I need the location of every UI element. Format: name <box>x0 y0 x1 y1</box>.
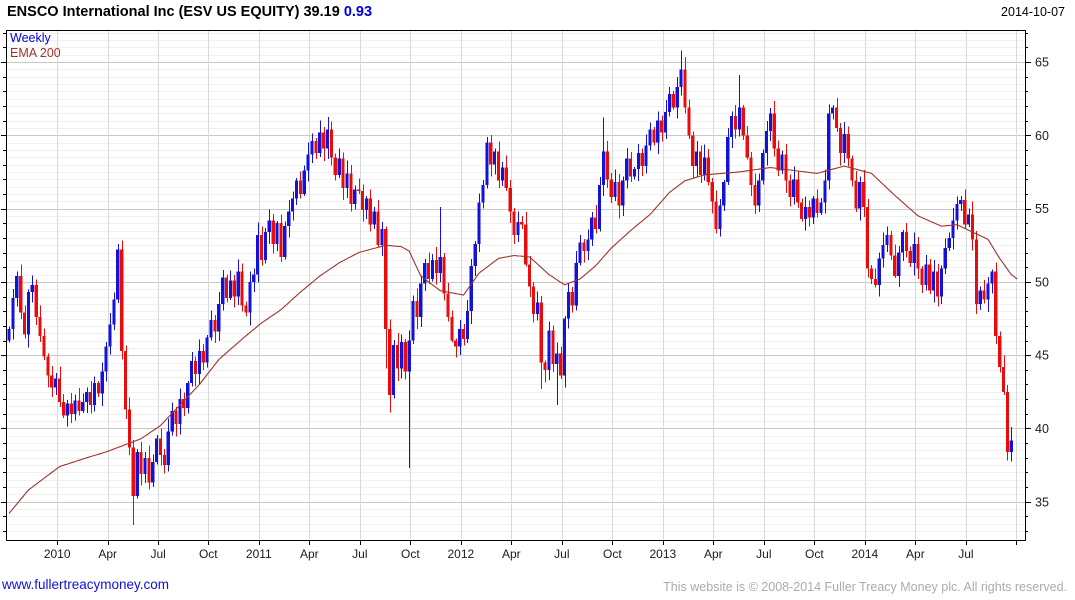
svg-text:50: 50 <box>1035 275 1049 289</box>
svg-text:Oct: Oct <box>805 547 824 561</box>
fullertreacymoney-link[interactable]: www.fullertreacymoney.com <box>2 577 170 592</box>
svg-text:Jul: Jul <box>756 547 771 561</box>
svg-text:55: 55 <box>1035 202 1049 216</box>
svg-text:2011: 2011 <box>246 547 272 561</box>
svg-text:Apr: Apr <box>906 547 925 561</box>
svg-text:2012: 2012 <box>447 547 474 561</box>
price-chart: 35 40 45 50 55 60 65 2010 Apr Jul Oct 2011 Apr Jul Oct… <box>1 30 1049 562</box>
svg-text:Apr: Apr <box>704 547 723 561</box>
svg-text:Apr: Apr <box>502 547 521 561</box>
legend-weekly: Weekly <box>10 31 51 45</box>
svg-text:Oct: Oct <box>401 547 420 561</box>
chart-date: 2014-10-07 <box>1001 5 1065 19</box>
ema-200-line <box>8 165 1018 514</box>
price-change: 0.93 <box>343 4 373 20</box>
axis-labels: 35 40 45 50 55 60 65 2010 Apr Jul Oct 2011 Apr Jul Oct… <box>44 56 1049 562</box>
candles <box>7 50 1013 526</box>
svg-text:Jul: Jul <box>151 547 166 561</box>
axes <box>1 30 1031 545</box>
legend-ema-200: EMA 200 <box>10 46 61 60</box>
page-title: ENSCO International Inc (ESV US EQUITY) … <box>7 4 372 20</box>
svg-text:45: 45 <box>1035 349 1049 363</box>
chart-legend: Weekly EMA 200 <box>10 31 61 61</box>
svg-text:2010: 2010 <box>44 547 71 561</box>
svg-text:2014: 2014 <box>852 547 879 561</box>
svg-text:Oct: Oct <box>199 547 218 561</box>
svg-text:Jul: Jul <box>554 547 569 561</box>
svg-text:2013: 2013 <box>649 547 676 561</box>
candlestick-chart-canvas: 35 40 45 50 55 60 65 2010 Apr Jul Oct 2011 Apr Jul Oct… <box>1 30 1049 562</box>
svg-text:35: 35 <box>1035 495 1049 509</box>
instrument-title: ENSCO International Inc (ESV US EQUITY) … <box>7 4 344 20</box>
svg-text:60: 60 <box>1035 129 1049 143</box>
svg-text:65: 65 <box>1035 56 1049 70</box>
svg-text:Jul: Jul <box>352 547 367 561</box>
gridlines <box>6 30 1025 540</box>
svg-text:40: 40 <box>1035 422 1049 436</box>
svg-text:Oct: Oct <box>603 547 622 561</box>
svg-text:Jul: Jul <box>958 547 973 561</box>
svg-text:Apr: Apr <box>300 547 319 561</box>
copyright-text: This website is © 2008-2014 Fuller Treac… <box>663 580 1067 594</box>
svg-text:Apr: Apr <box>98 547 117 561</box>
